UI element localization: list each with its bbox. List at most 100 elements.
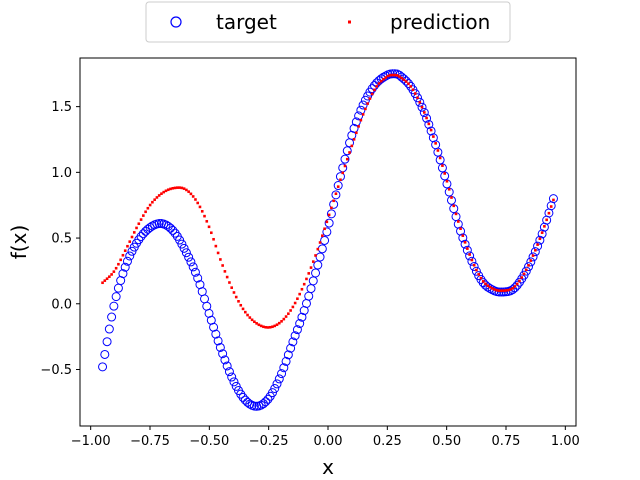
x-tick-label: −1.00 <box>71 434 111 449</box>
target-point <box>480 280 490 290</box>
prediction-point <box>234 295 238 299</box>
x-tick-label: 0.50 <box>432 434 461 449</box>
target-point <box>465 251 475 261</box>
target-point <box>292 325 302 335</box>
prediction-point <box>298 292 301 296</box>
prediction-point <box>432 135 435 138</box>
prediction-point <box>250 318 254 322</box>
target-point <box>326 209 336 219</box>
x-tick-label: 1.00 <box>551 434 580 449</box>
target-point <box>166 223 176 233</box>
target-point <box>419 108 429 118</box>
prediction-point <box>493 288 496 291</box>
prediction-point <box>438 156 442 160</box>
target-point <box>238 392 248 402</box>
prediction-point <box>253 320 256 324</box>
target-point <box>107 312 117 322</box>
target-point <box>320 235 330 245</box>
prediction-point <box>484 282 487 286</box>
prediction-point <box>291 305 295 309</box>
prediction-point <box>384 76 388 79</box>
prediction-point <box>355 131 358 135</box>
target-point <box>215 342 225 352</box>
prediction-point <box>339 178 342 182</box>
prediction-point <box>173 186 177 190</box>
prediction-point <box>511 287 514 290</box>
target-point <box>179 243 189 253</box>
prediction-point <box>454 212 458 216</box>
target-point <box>322 227 332 237</box>
prediction-point <box>477 273 480 276</box>
target-point <box>533 241 543 251</box>
prediction-point <box>126 244 129 248</box>
prediction-point <box>146 206 150 210</box>
x-tick-label: 0.00 <box>314 434 343 449</box>
prediction-point <box>364 107 367 111</box>
prediction-point <box>472 263 476 267</box>
prediction-point <box>318 241 322 244</box>
prediction-point <box>117 262 120 266</box>
prediction-point <box>334 192 338 195</box>
x-tick-label: −0.25 <box>249 434 289 449</box>
target-point <box>537 229 547 239</box>
prediction-point <box>420 105 424 109</box>
target-point <box>340 154 350 164</box>
target-point <box>209 322 219 332</box>
prediction-point <box>273 324 277 328</box>
target-point <box>120 262 130 272</box>
prediction-point <box>479 276 483 280</box>
target-point <box>127 246 137 256</box>
prediction-point <box>404 80 408 83</box>
prediction-point <box>540 231 544 234</box>
prediction-point <box>232 291 236 294</box>
target-point <box>111 292 121 302</box>
prediction-point <box>151 200 154 204</box>
prediction-point <box>248 316 252 319</box>
target-point <box>213 336 223 346</box>
target-point <box>528 252 538 262</box>
prediction-point <box>488 285 492 289</box>
target-point <box>422 113 432 123</box>
prediction-point <box>194 198 197 201</box>
prediction-point <box>180 186 184 190</box>
y-tick-label: 1.0 <box>51 166 72 181</box>
prediction-point <box>332 199 335 203</box>
prediction-point <box>262 325 265 329</box>
target-point <box>154 219 164 229</box>
prediction-point <box>280 320 283 323</box>
series-prediction <box>101 73 555 329</box>
prediction-point <box>386 74 390 78</box>
target-point <box>469 261 479 271</box>
prediction-point <box>495 288 499 292</box>
target-point <box>181 248 191 258</box>
prediction-point <box>515 282 519 286</box>
prediction-point <box>244 310 247 314</box>
prediction-point <box>461 234 465 237</box>
target-point <box>229 377 239 387</box>
prediction-point <box>259 324 263 328</box>
prediction-point <box>101 281 104 285</box>
prediction-point <box>314 254 317 257</box>
prediction-point <box>549 205 553 208</box>
target-point <box>342 146 352 156</box>
target-point <box>401 76 411 86</box>
target-point <box>168 225 178 235</box>
prediction-point <box>373 88 376 92</box>
prediction-point <box>130 235 134 239</box>
prediction-point <box>456 220 460 223</box>
target-point <box>413 93 422 103</box>
prediction-point <box>359 118 363 122</box>
target-point <box>220 355 230 365</box>
target-point <box>102 337 112 347</box>
target-point <box>161 220 171 230</box>
legend-frame <box>145 1 511 43</box>
prediction-point <box>389 73 392 77</box>
prediction-point <box>144 210 147 214</box>
prediction-point <box>212 237 215 241</box>
prediction-point <box>409 85 412 88</box>
prediction-point <box>443 172 446 175</box>
target-point <box>354 111 364 121</box>
prediction-point <box>241 307 245 311</box>
y-tick-label: 0.5 <box>51 232 72 247</box>
target-point <box>109 301 119 311</box>
